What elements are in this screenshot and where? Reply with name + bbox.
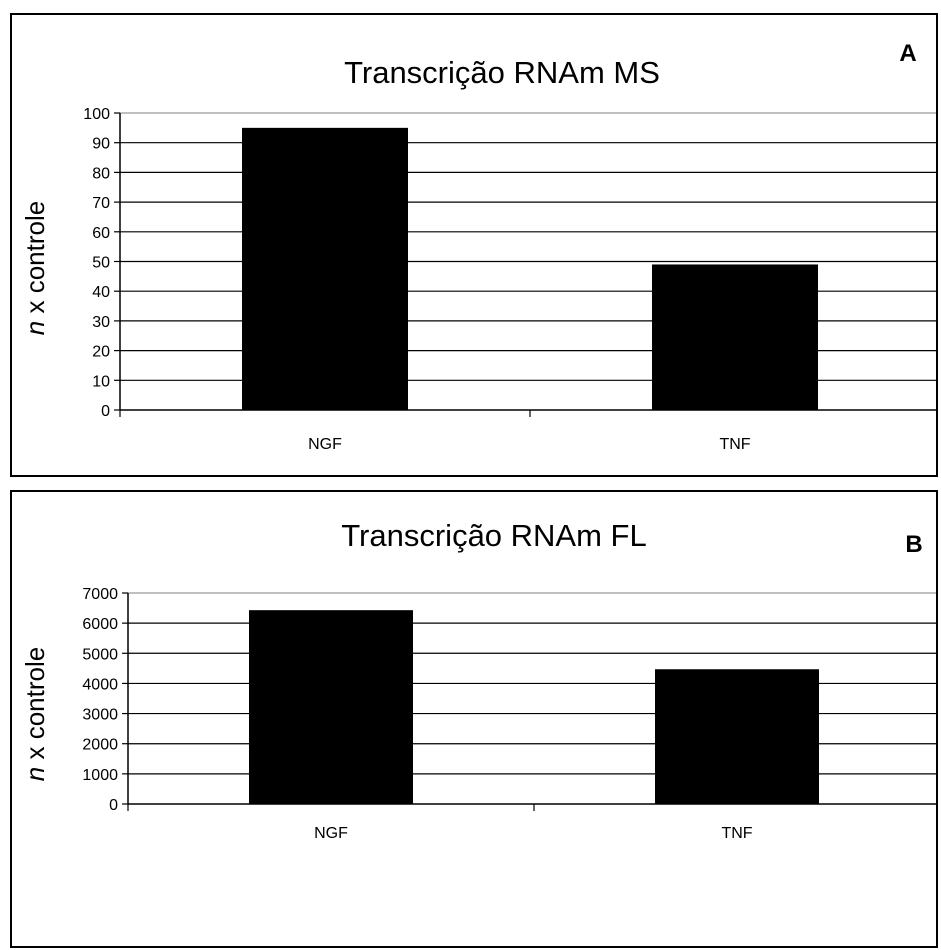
chart-b-ytick-label: 7000: [82, 586, 118, 603]
chart-a-svg: Transcrição RNAm MS A n x controle 0 10 20…: [20, 40, 936, 453]
chart-a-ytick-label: 100: [83, 106, 110, 123]
chart-b-ytick-label: 4000: [82, 676, 118, 693]
chart-a-ytick-label: 50: [92, 255, 110, 272]
chart-b-ytick-label: 1000: [82, 767, 118, 784]
chart-b-category-label: NGF: [314, 825, 348, 842]
chart-b-bar-tnf: [655, 669, 819, 804]
chart-a-ytick-label: 10: [92, 373, 110, 390]
chart-a-ytick-label: 30: [92, 314, 110, 331]
chart-a-ytick-label: 90: [92, 136, 110, 153]
chart-b-ytick-label: 5000: [82, 646, 118, 663]
chart-b-ytick-label: 0: [109, 797, 118, 814]
chart-b-ytick-label: 3000: [82, 707, 118, 724]
chart-b-bar-ngf: [249, 610, 413, 804]
chart-b-ytick-label: 2000: [82, 737, 118, 754]
chart-a-ytick-label: 80: [92, 165, 110, 182]
chart-b-plot-area: 0 1000 2000 3000 4000 5000 6000 7000 NGF TNF: [82, 586, 936, 842]
chart-a-title: Transcrição RNAm MS: [344, 55, 660, 90]
chart-a-plot-area: 0 10 20 30 40 50 60 70 80 90 100 NGF TNF: [83, 106, 936, 453]
chart-a-bar-tnf: [652, 264, 818, 410]
chart-a-ytick-label: 20: [92, 344, 110, 361]
chart-a-ytick-label: 60: [92, 225, 110, 242]
chart-b-title: Transcrição RNAm FL: [341, 518, 646, 553]
chart-a-panel-letter: A: [899, 40, 916, 67]
chart-panel-a: Transcrição RNAm MS A n x controle 0 10 20…: [10, 13, 938, 477]
chart-a-ytick-label: 70: [92, 195, 110, 212]
chart-a-category-label: NGF: [308, 436, 342, 453]
chart-a-category-label: TNF: [719, 436, 750, 453]
chart-a-bar-ngf: [242, 127, 408, 410]
chart-b-svg: Transcrição RNAm FL B n x controle 0 1000…: [20, 518, 936, 842]
chart-a-ylabel: n x controle: [20, 201, 50, 335]
chart-a-ytick-label: 0: [101, 403, 110, 420]
chart-b-category-label: TNF: [721, 825, 752, 842]
chart-a-ytick-label: 40: [92, 284, 110, 301]
chart-b-panel-letter: B: [905, 531, 922, 558]
chart-b-ylabel: n x controle: [20, 647, 50, 781]
chart-b-ytick-label: 6000: [82, 616, 118, 633]
chart-panel-b: Transcrição RNAm FL B n x controle 0 1000…: [10, 490, 938, 948]
